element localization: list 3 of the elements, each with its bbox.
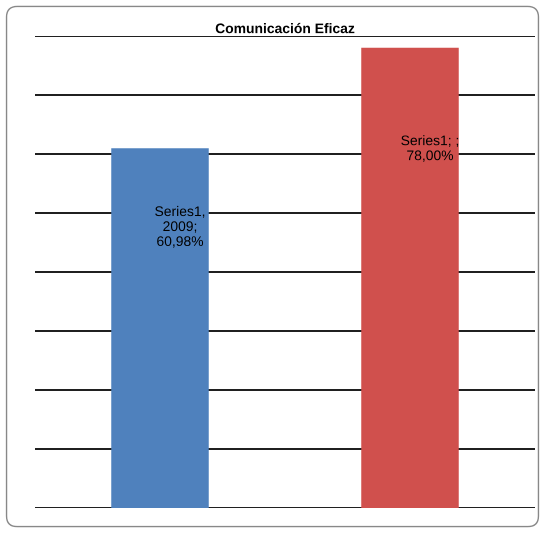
data-label: Series1; ; 78,00% — [401, 135, 458, 162]
chart-title: Comunicación Eficaz — [216, 22, 354, 34]
data-label: Series1, 2009; 60,98% — [155, 206, 204, 248]
